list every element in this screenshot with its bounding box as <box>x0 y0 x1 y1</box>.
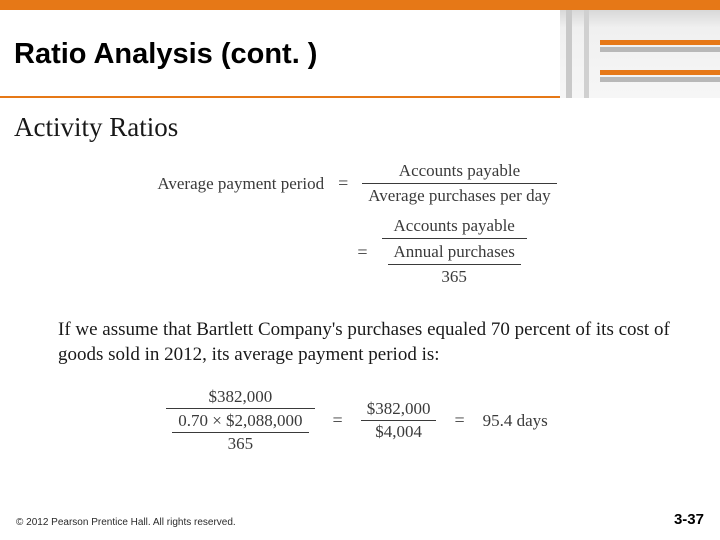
formula-lhs: Average payment period <box>157 173 324 195</box>
fraction-1: Accounts payable Average purchases per d… <box>362 159 556 208</box>
fraction-2-num: Accounts payable <box>388 214 521 238</box>
page-number: 3-37 <box>674 511 704 528</box>
fraction-1-den: Average purchases per day <box>362 184 556 208</box>
slide-title: Ratio Analysis (cont. ) <box>0 10 560 96</box>
fraction-2-den-den: 365 <box>435 265 473 289</box>
equals-sign: = <box>333 410 343 431</box>
slide-header: Ratio Analysis (cont. ) <box>0 10 720 98</box>
section-heading: Activity Ratios <box>14 112 700 143</box>
calc-mid-num: $382,000 <box>361 398 437 420</box>
calc-left-num: $382,000 <box>203 386 279 408</box>
fraction-1-num: Accounts payable <box>393 159 526 183</box>
equals-sign: = <box>454 410 464 431</box>
accent-top-bar <box>0 0 720 10</box>
header-decorative-image <box>560 10 720 98</box>
slide-body: Activity Ratios Average payment period =… <box>0 98 720 456</box>
equals-sign: = <box>357 241 367 264</box>
calc-left-den-den: 365 <box>222 433 260 455</box>
fraction-2-den: Annual purchases 365 <box>388 240 521 289</box>
fraction-2-den-num: Annual purchases <box>388 240 521 264</box>
slide-footer: © 2012 Pearson Prentice Hall. All rights… <box>16 511 704 528</box>
calc-left-den: 0.70 × $2,088,000 365 <box>172 410 308 455</box>
calc-mid-den: $4,004 <box>369 421 428 443</box>
formula-definition: Average payment period = Accounts payabl… <box>14 159 700 290</box>
calc-left: $382,000 0.70 × $2,088,000 365 <box>166 386 314 456</box>
calc-result: 95.4 days <box>483 411 548 431</box>
copyright-text: © 2012 Pearson Prentice Hall. All rights… <box>16 517 236 528</box>
calc-left-den-num: 0.70 × $2,088,000 <box>172 410 308 432</box>
equals-sign: = <box>338 172 348 195</box>
calc-mid: $382,000 $4,004 <box>361 398 437 443</box>
fraction-2: Accounts payable Annual purchases 365 <box>382 214 527 290</box>
body-paragraph: If we assume that Bartlett Company's pur… <box>58 318 670 367</box>
worked-calculation: $382,000 0.70 × $2,088,000 365 = $382,00… <box>14 386 700 456</box>
